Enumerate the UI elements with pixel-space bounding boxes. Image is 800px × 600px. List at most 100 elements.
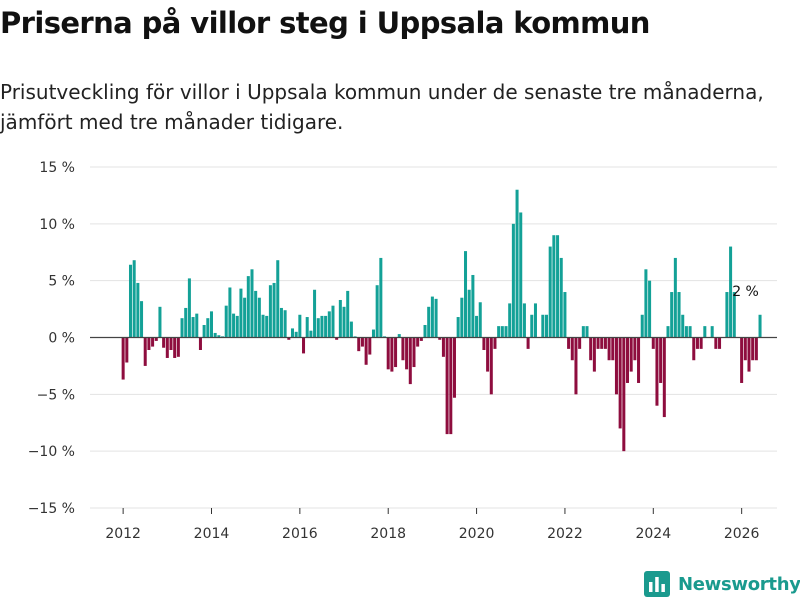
bar xyxy=(475,315,479,338)
bar xyxy=(316,318,320,338)
bar xyxy=(313,289,317,338)
bar xyxy=(567,337,571,349)
bar xyxy=(504,326,508,338)
bar xyxy=(416,337,420,347)
bar xyxy=(751,337,755,361)
bar xyxy=(548,246,552,338)
x-tick-label: 2024 xyxy=(635,526,671,542)
bar xyxy=(198,337,202,350)
bar xyxy=(614,337,618,395)
bar xyxy=(464,251,468,338)
bar xyxy=(449,337,453,435)
y-tick-label: 10 % xyxy=(39,217,75,233)
bar xyxy=(232,313,236,338)
bar xyxy=(379,257,383,338)
bar xyxy=(522,303,526,338)
bar xyxy=(151,337,155,347)
bar xyxy=(596,337,600,349)
bar xyxy=(206,318,210,338)
bar xyxy=(666,326,670,338)
gridlines xyxy=(90,166,777,509)
brand-name: Newsworthy xyxy=(678,573,800,595)
bar xyxy=(688,326,692,338)
bar xyxy=(725,292,729,338)
bar xyxy=(195,313,199,338)
bar xyxy=(445,337,449,435)
bar xyxy=(187,278,191,338)
bar xyxy=(412,337,416,368)
bar xyxy=(143,337,147,366)
bar xyxy=(699,337,703,349)
bar xyxy=(574,337,578,395)
bar xyxy=(718,337,722,349)
bar xyxy=(754,337,758,361)
bar xyxy=(533,303,537,338)
bar xyxy=(441,337,445,357)
bar xyxy=(213,332,217,338)
bar xyxy=(243,297,247,338)
bar xyxy=(257,297,261,338)
bar xyxy=(419,337,423,341)
bar xyxy=(302,337,306,354)
y-tick-label: 5 % xyxy=(48,274,75,290)
bar xyxy=(622,337,626,452)
bar-series xyxy=(121,189,762,452)
bar xyxy=(644,269,648,338)
bar xyxy=(375,285,379,338)
bar xyxy=(452,337,456,398)
bar xyxy=(246,276,250,338)
bar xyxy=(552,235,556,338)
x-tick-label: 2026 xyxy=(724,526,760,542)
bar xyxy=(559,257,563,338)
bar xyxy=(320,315,324,338)
bar xyxy=(625,337,630,383)
x-tick-label: 2022 xyxy=(547,526,583,542)
bar xyxy=(158,306,162,338)
bar xyxy=(478,302,482,338)
bar xyxy=(349,321,353,338)
bar xyxy=(335,337,339,340)
newsworthy-logo-icon xyxy=(644,571,670,597)
bar xyxy=(217,335,221,338)
bar xyxy=(371,329,375,338)
bar xyxy=(489,337,493,395)
bar xyxy=(500,326,504,338)
bar xyxy=(493,337,497,349)
bar xyxy=(740,337,744,383)
bar xyxy=(125,337,129,363)
bar xyxy=(655,337,659,406)
bar xyxy=(603,337,607,349)
bar xyxy=(165,337,169,358)
bar xyxy=(651,337,655,349)
bar xyxy=(202,325,206,338)
bar xyxy=(298,314,302,338)
bar xyxy=(607,337,611,361)
bar xyxy=(732,292,736,338)
bar xyxy=(154,337,158,341)
x-tick-label: 2014 xyxy=(194,526,230,542)
bar xyxy=(629,337,633,372)
last-value-annotation: 2 % xyxy=(732,284,759,300)
bar xyxy=(743,337,747,361)
bar xyxy=(670,292,674,338)
bar xyxy=(703,326,707,338)
bar xyxy=(692,337,696,361)
bar xyxy=(331,305,335,338)
bar xyxy=(309,330,313,338)
bar xyxy=(618,337,622,429)
bar xyxy=(526,337,530,349)
y-tick-label: −10 % xyxy=(28,444,75,460)
bar xyxy=(287,337,291,340)
bar xyxy=(305,317,309,338)
bar xyxy=(368,337,372,355)
x-axis: 2012 2014 2016 2018 2020 2022 2024 2026 xyxy=(105,508,760,542)
bar xyxy=(276,260,280,338)
x-tick-label: 2016 xyxy=(282,526,318,542)
bar xyxy=(714,337,718,349)
bar xyxy=(147,337,151,350)
bar xyxy=(556,235,560,338)
bar xyxy=(511,223,515,338)
bar xyxy=(360,337,364,347)
bar xyxy=(397,334,401,338)
bar xyxy=(364,337,368,365)
